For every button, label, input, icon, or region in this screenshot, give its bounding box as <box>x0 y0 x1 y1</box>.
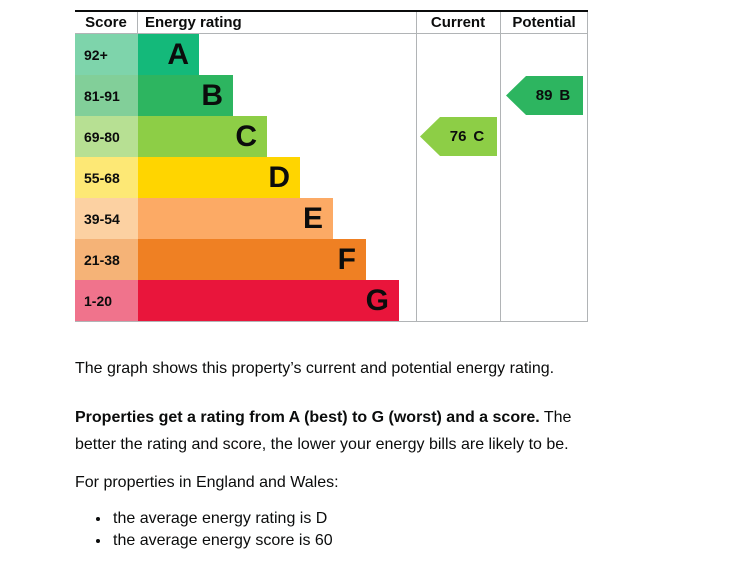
score-range-a: 92+ <box>75 34 138 75</box>
band-bar-f: F <box>138 239 366 280</box>
band-letter-c: C <box>235 119 257 153</box>
band-bar-c: C <box>138 116 267 157</box>
band-row-f: 21-38 F <box>75 239 588 280</box>
score-range-g: 1-20 <box>75 280 138 321</box>
gridline-right-edge <box>587 12 588 321</box>
score-range-c: 69-80 <box>75 116 138 157</box>
score-range-f: 21-38 <box>75 239 138 280</box>
gridline-rating-current <box>416 12 417 321</box>
score-range-d: 55-68 <box>75 157 138 198</box>
potential-score: 89 <box>535 87 553 104</box>
current-rating-label: 76 C <box>420 117 497 156</box>
band-bar-a: A <box>138 34 199 75</box>
band-row-d: 55-68 D <box>75 157 588 198</box>
band-bar-e: E <box>138 198 333 239</box>
band-bar-g: G <box>138 280 399 321</box>
column-header-current: Current <box>430 14 486 31</box>
chart-description: The graph shows this property’s current … <box>75 360 555 377</box>
band-row-a: 92+ A <box>75 34 588 75</box>
potential-rating-arrow: 89 B <box>506 76 583 115</box>
potential-rating-label: 89 B <box>506 76 583 115</box>
chart-header-row: Score Energy rating Current Potential <box>75 12 588 34</box>
column-header-potential: Potential <box>512 14 576 31</box>
potential-grade: B <box>559 87 571 104</box>
band-letter-g: G <box>365 283 389 317</box>
gridline-current-potential <box>500 12 501 321</box>
band-letter-d: D <box>268 160 290 194</box>
band-bar-b: B <box>138 75 233 116</box>
band-letter-f: F <box>337 242 356 276</box>
current-grade: C <box>473 128 485 145</box>
rating-explanation-bold: Properties get a rating from A (best) to… <box>75 409 540 426</box>
band-bar-d: D <box>138 157 300 198</box>
current-score: 76 <box>449 128 467 145</box>
rating-explanation-rest: The better the rating and score, the low… <box>75 409 572 453</box>
band-row-g: 1-20 G <box>75 280 588 321</box>
current-rating-arrow: 76 C <box>420 117 497 156</box>
band-row-b: 81-91 B <box>75 75 588 116</box>
column-header-score: Score <box>75 12 138 33</box>
score-range-b: 81-91 <box>75 75 138 116</box>
left-pointer-icon <box>420 117 497 156</box>
left-pointer-icon <box>506 76 583 115</box>
average-stats-list: the average energy rating is D the avera… <box>75 508 730 552</box>
list-item: the average energy rating is D <box>111 508 730 530</box>
epc-rating-chart: Score Energy rating Current Potential 92… <box>75 10 588 322</box>
england-wales-intro: For properties in England and Wales: <box>75 474 339 491</box>
band-letter-a: A <box>167 37 189 71</box>
band-row-e: 39-54 E <box>75 198 588 239</box>
column-header-energy-rating: Energy rating <box>145 14 242 31</box>
band-letter-e: E <box>302 201 323 235</box>
band-row-c: 69-80 C <box>75 116 588 157</box>
rating-explanation: Properties get a rating from A (best) to… <box>75 404 595 458</box>
score-range-e: 39-54 <box>75 198 138 239</box>
epc-page: Score Energy rating Current Potential 92… <box>0 0 730 552</box>
list-item: the average energy score is 60 <box>111 530 730 552</box>
band-letter-b: B <box>201 78 223 112</box>
